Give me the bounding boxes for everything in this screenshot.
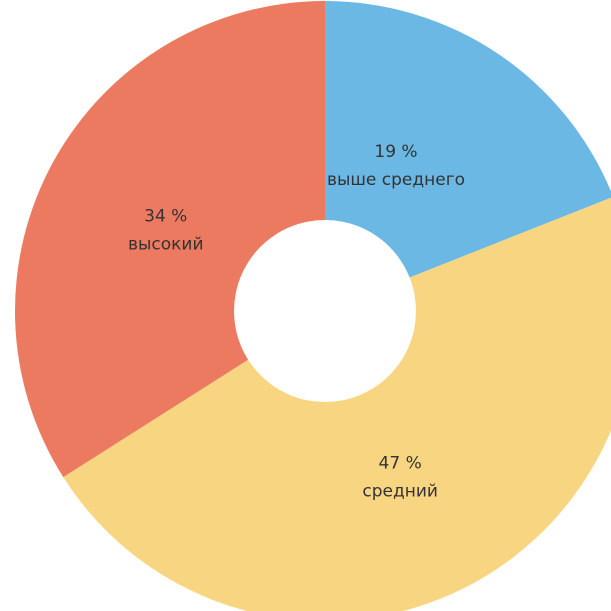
donut-hole [234, 220, 416, 402]
slice-1 [325, 1, 611, 311]
slice-value-label-1: 19 % [374, 142, 417, 162]
slice-value-label-3: 34 % [144, 207, 187, 227]
slice-category-label-3: высокий [128, 235, 204, 255]
slice-category-label-2: средний [362, 481, 438, 501]
slice-value-label-2: 47 % [379, 453, 422, 473]
labels-group: 19 % выше среднего 47 % средний 34 % высокий [128, 142, 465, 502]
slice-category-label-1: выше среднего [327, 170, 465, 190]
slice-2 [63, 197, 611, 611]
